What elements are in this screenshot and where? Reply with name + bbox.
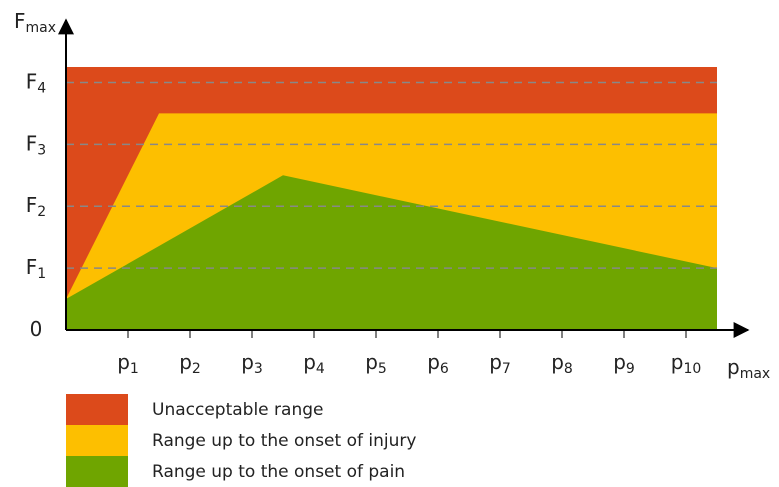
- x-tick-label: p7: [489, 350, 511, 378]
- x-tick-label: p5: [365, 350, 387, 378]
- legend-label: Unacceptable range: [152, 400, 323, 420]
- x-tick-label: p9: [613, 350, 635, 378]
- x-tick-label: p8: [551, 350, 573, 378]
- legend-swatch: [66, 394, 128, 425]
- y-tick-label: F4: [26, 69, 47, 97]
- grid: [66, 81, 717, 269]
- y-tick-label: F1: [26, 255, 46, 283]
- x-axis-label: pmax: [727, 355, 770, 383]
- y-tick-label: F3: [26, 131, 46, 159]
- x-tick-label: p6: [427, 350, 449, 378]
- y-tick-label: F2: [26, 193, 46, 221]
- y-axis-label: Fmax: [14, 9, 56, 37]
- legend-label: Range up to the onset of injury: [152, 431, 416, 451]
- legend-swatch: [66, 425, 128, 456]
- x-tick-label: p4: [303, 350, 325, 378]
- x-tick-label: p1: [117, 350, 139, 378]
- legend-label: Range up to the onset of pain: [152, 462, 405, 482]
- y-tick-label: 0: [30, 317, 43, 341]
- legend-swatch: [66, 456, 128, 487]
- area: [66, 175, 717, 330]
- legend: Unacceptable range Range up to the onset …: [66, 394, 416, 487]
- x-tick-label: p2: [179, 350, 201, 378]
- x-tick-label: p10: [671, 350, 702, 378]
- x-tick-label: p3: [241, 350, 263, 378]
- plot-area: [66, 67, 717, 330]
